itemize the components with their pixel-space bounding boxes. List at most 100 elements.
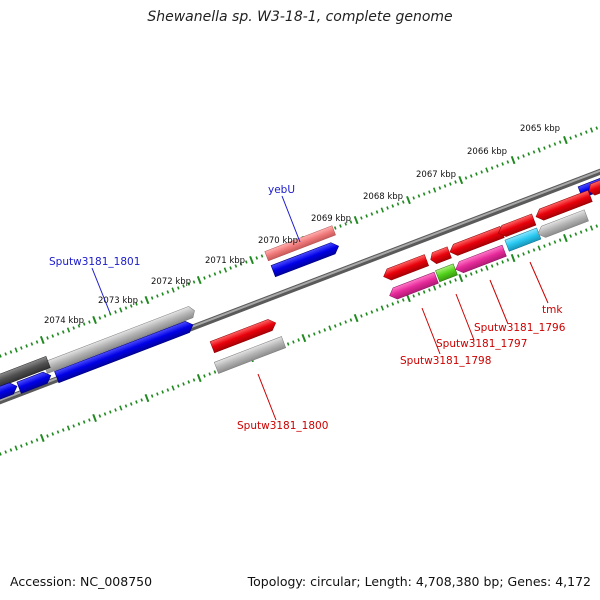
scale-tick (328, 325, 332, 331)
scale-tick (428, 288, 431, 292)
scale-tick (229, 266, 232, 270)
scale-tick (563, 135, 568, 145)
gene-gray-sputw1801[interactable] (42, 305, 197, 374)
scale-tick (579, 132, 583, 136)
gene-label-sputw3181-1801[interactable]: Sputw3181_1801 (49, 256, 140, 268)
scale-label: 2066 kbp (467, 147, 507, 157)
scale-label: 2073 kbp (98, 296, 138, 306)
scale-tick (490, 166, 494, 170)
gene-label-sputw3181-1797[interactable]: Sputw3181_1797 (436, 338, 527, 350)
scale-tick (239, 262, 243, 266)
scale-tick (109, 410, 112, 414)
scale-tick (213, 272, 217, 276)
scale-tick (595, 224, 599, 228)
scale-label: 2068 kbp (363, 192, 403, 202)
scale-tick (114, 408, 117, 412)
gene-label-sputw3181-1798[interactable]: Sputw3181_1798 (400, 355, 491, 367)
gene-pink-yebU[interactable] (264, 225, 336, 262)
scale-tick (496, 164, 499, 168)
scale-tick (318, 330, 321, 334)
scale-tick (208, 274, 211, 278)
scale-tick-tracks (0, 126, 599, 456)
scale-tick (77, 324, 81, 328)
scale-tick (297, 338, 300, 342)
scale-tick (61, 428, 65, 432)
scale-tick (92, 413, 97, 423)
scale-tick (166, 290, 170, 294)
gene-magenta-1798[interactable] (387, 271, 439, 301)
scale-tick (124, 404, 128, 408)
scale-tick (537, 245, 541, 251)
gene-label-yebU[interactable]: yebU (268, 184, 295, 196)
scale-tick (72, 424, 75, 428)
scale-tick (510, 253, 516, 263)
scale-tick (532, 248, 536, 252)
scale-tick (245, 260, 248, 264)
scale-tick (449, 182, 452, 186)
scale-tick (353, 215, 359, 225)
gene-gray-1800[interactable] (213, 336, 287, 374)
scale-tick (171, 385, 175, 391)
scale-tick (187, 380, 191, 384)
gene-red-f[interactable] (587, 172, 600, 196)
gene-red-e[interactable] (534, 190, 593, 222)
gene-red-b[interactable] (429, 246, 452, 265)
scale-tick (406, 195, 411, 205)
scale-tick (485, 167, 489, 173)
gene-red-a[interactable] (381, 254, 430, 283)
gene-label-sputw3181-1800[interactable]: Sputw3181_1800 (237, 420, 328, 432)
gene-label-tmk[interactable]: tmk (542, 304, 563, 316)
scale-tick (213, 370, 217, 374)
scale-tick (77, 422, 81, 426)
gene-blue-short[interactable] (16, 370, 53, 394)
scale-tick (417, 194, 421, 198)
scale-tick (454, 278, 457, 282)
scale-tick (39, 335, 45, 345)
scale-tick (458, 273, 464, 283)
scale-tick (510, 155, 516, 165)
scale-tick (203, 374, 206, 378)
gene-gray-right[interactable] (536, 209, 589, 240)
scale-tick (171, 287, 175, 293)
gene-label-sputw3181-1796[interactable]: Sputw3181_1796 (474, 322, 566, 334)
scale-tick (370, 310, 374, 314)
scale-tick (35, 340, 39, 344)
gene-blue-edge[interactable] (0, 381, 19, 404)
gene-magenta-1796[interactable] (454, 244, 507, 275)
scale-tick (574, 232, 578, 236)
scale-tick (412, 294, 415, 298)
scale-tick (103, 314, 107, 318)
scale-tick (391, 302, 395, 306)
scale-tick (396, 300, 400, 304)
gene-blue-yebU[interactable] (270, 240, 341, 278)
gene-cyan-tmk[interactable] (504, 227, 542, 252)
scale-tick (449, 280, 452, 284)
scale-tick (417, 292, 421, 296)
gene-red-1800[interactable] (209, 317, 278, 354)
scale-tick (543, 146, 546, 150)
scale-tick (98, 414, 102, 418)
scale-tick (375, 210, 379, 214)
gene-blue-long[interactable] (54, 319, 195, 384)
scale-tick (249, 255, 254, 265)
gene-green-1797[interactable] (435, 263, 458, 283)
scale-tick (51, 334, 55, 338)
scale-tick (56, 430, 60, 434)
scale-tick (569, 234, 572, 238)
scale-tick (333, 324, 337, 328)
scale-tick (438, 284, 442, 288)
gene-dark-left[interactable] (0, 356, 51, 393)
scale-tick (553, 240, 557, 244)
gene-red-d[interactable] (496, 213, 537, 239)
scale-tick (490, 264, 494, 268)
scale-tick (532, 150, 536, 154)
forward-strand-genes (0, 170, 600, 404)
scale-tick (51, 432, 55, 436)
scale-tick (177, 384, 180, 388)
scale-tick (286, 342, 290, 346)
scale-tick (517, 156, 520, 160)
scale-tick (20, 346, 23, 350)
scale-tick (14, 445, 18, 451)
gene-red-c[interactable] (448, 226, 505, 257)
